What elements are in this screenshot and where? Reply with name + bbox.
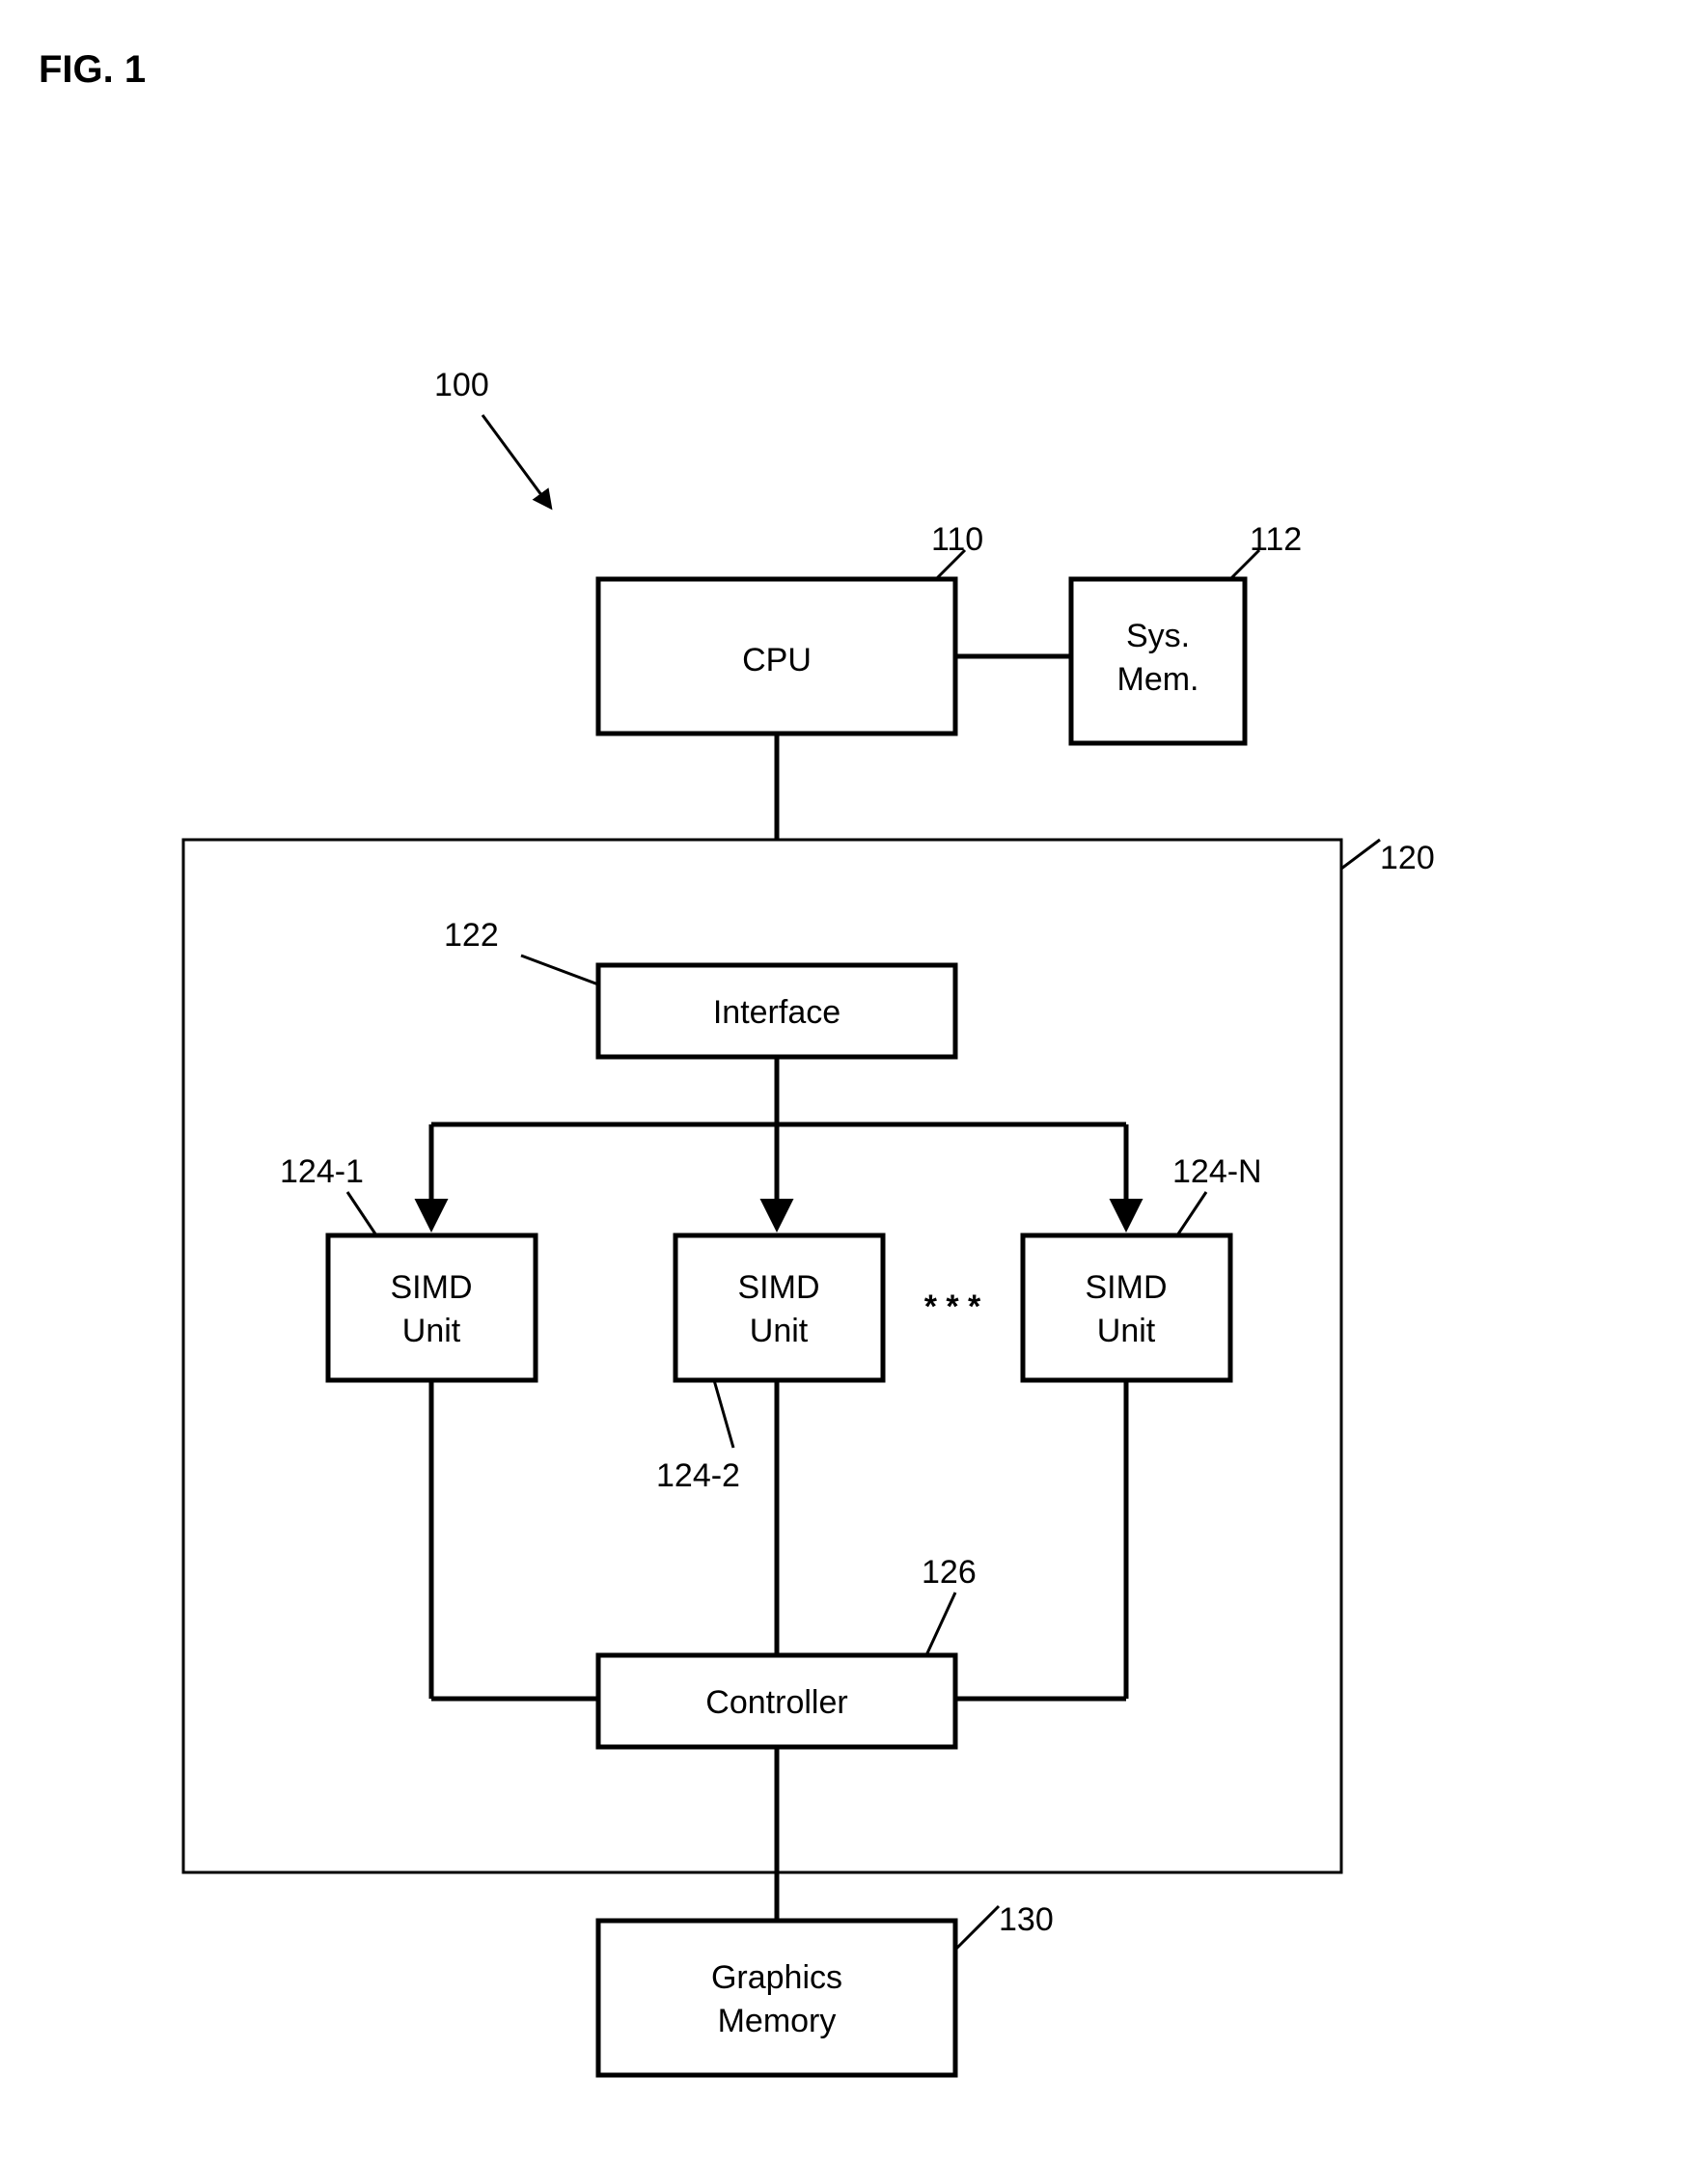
ref-124-N: 124-N: [1172, 1153, 1262, 1190]
simd1-label-1: SIMD: [391, 1269, 473, 1306]
simd2-label-1: SIMD: [738, 1269, 820, 1306]
ref-130-tick: [955, 1906, 999, 1950]
ref-126: 126: [922, 1554, 977, 1591]
ref-124-1: 124-1: [280, 1153, 364, 1190]
diagram-canvas: FIG. 1 100 CPU 110 Sys. Mem. 112 120 Int…: [0, 0, 1708, 2156]
simd2-label-2: Unit: [750, 1313, 809, 1349]
gmem-label-1: Graphics: [711, 1959, 842, 1996]
ref-100-arrow: [482, 415, 550, 507]
controller-label: Controller: [705, 1684, 847, 1721]
ref-110: 110: [931, 521, 983, 558]
simdN-label-1: SIMD: [1086, 1269, 1168, 1306]
ref-124-2: 124-2: [656, 1457, 740, 1494]
ref-120-tick: [1341, 840, 1380, 869]
simd1-box: [328, 1235, 536, 1380]
simd1-label-2: Unit: [402, 1313, 461, 1349]
figure-title: FIG. 1: [39, 48, 146, 91]
interface-label: Interface: [713, 994, 840, 1031]
ref-100: 100: [434, 367, 489, 403]
ref-120: 120: [1380, 840, 1435, 876]
simdN-box: [1023, 1235, 1230, 1380]
gmem-box: [598, 1921, 955, 2075]
ref-130: 130: [999, 1901, 1054, 1938]
ref-112-tick: [1230, 550, 1259, 579]
ellipsis: * * *: [924, 1288, 981, 1325]
sysmem-label-1: Sys.: [1126, 618, 1190, 654]
gmem-label-2: Memory: [718, 2003, 837, 2039]
simd2-box: [675, 1235, 883, 1380]
sysmem-label-2: Mem.: [1117, 661, 1199, 698]
simdN-label-2: Unit: [1097, 1313, 1156, 1349]
ref-122: 122: [444, 917, 499, 954]
cpu-label: CPU: [742, 642, 812, 679]
